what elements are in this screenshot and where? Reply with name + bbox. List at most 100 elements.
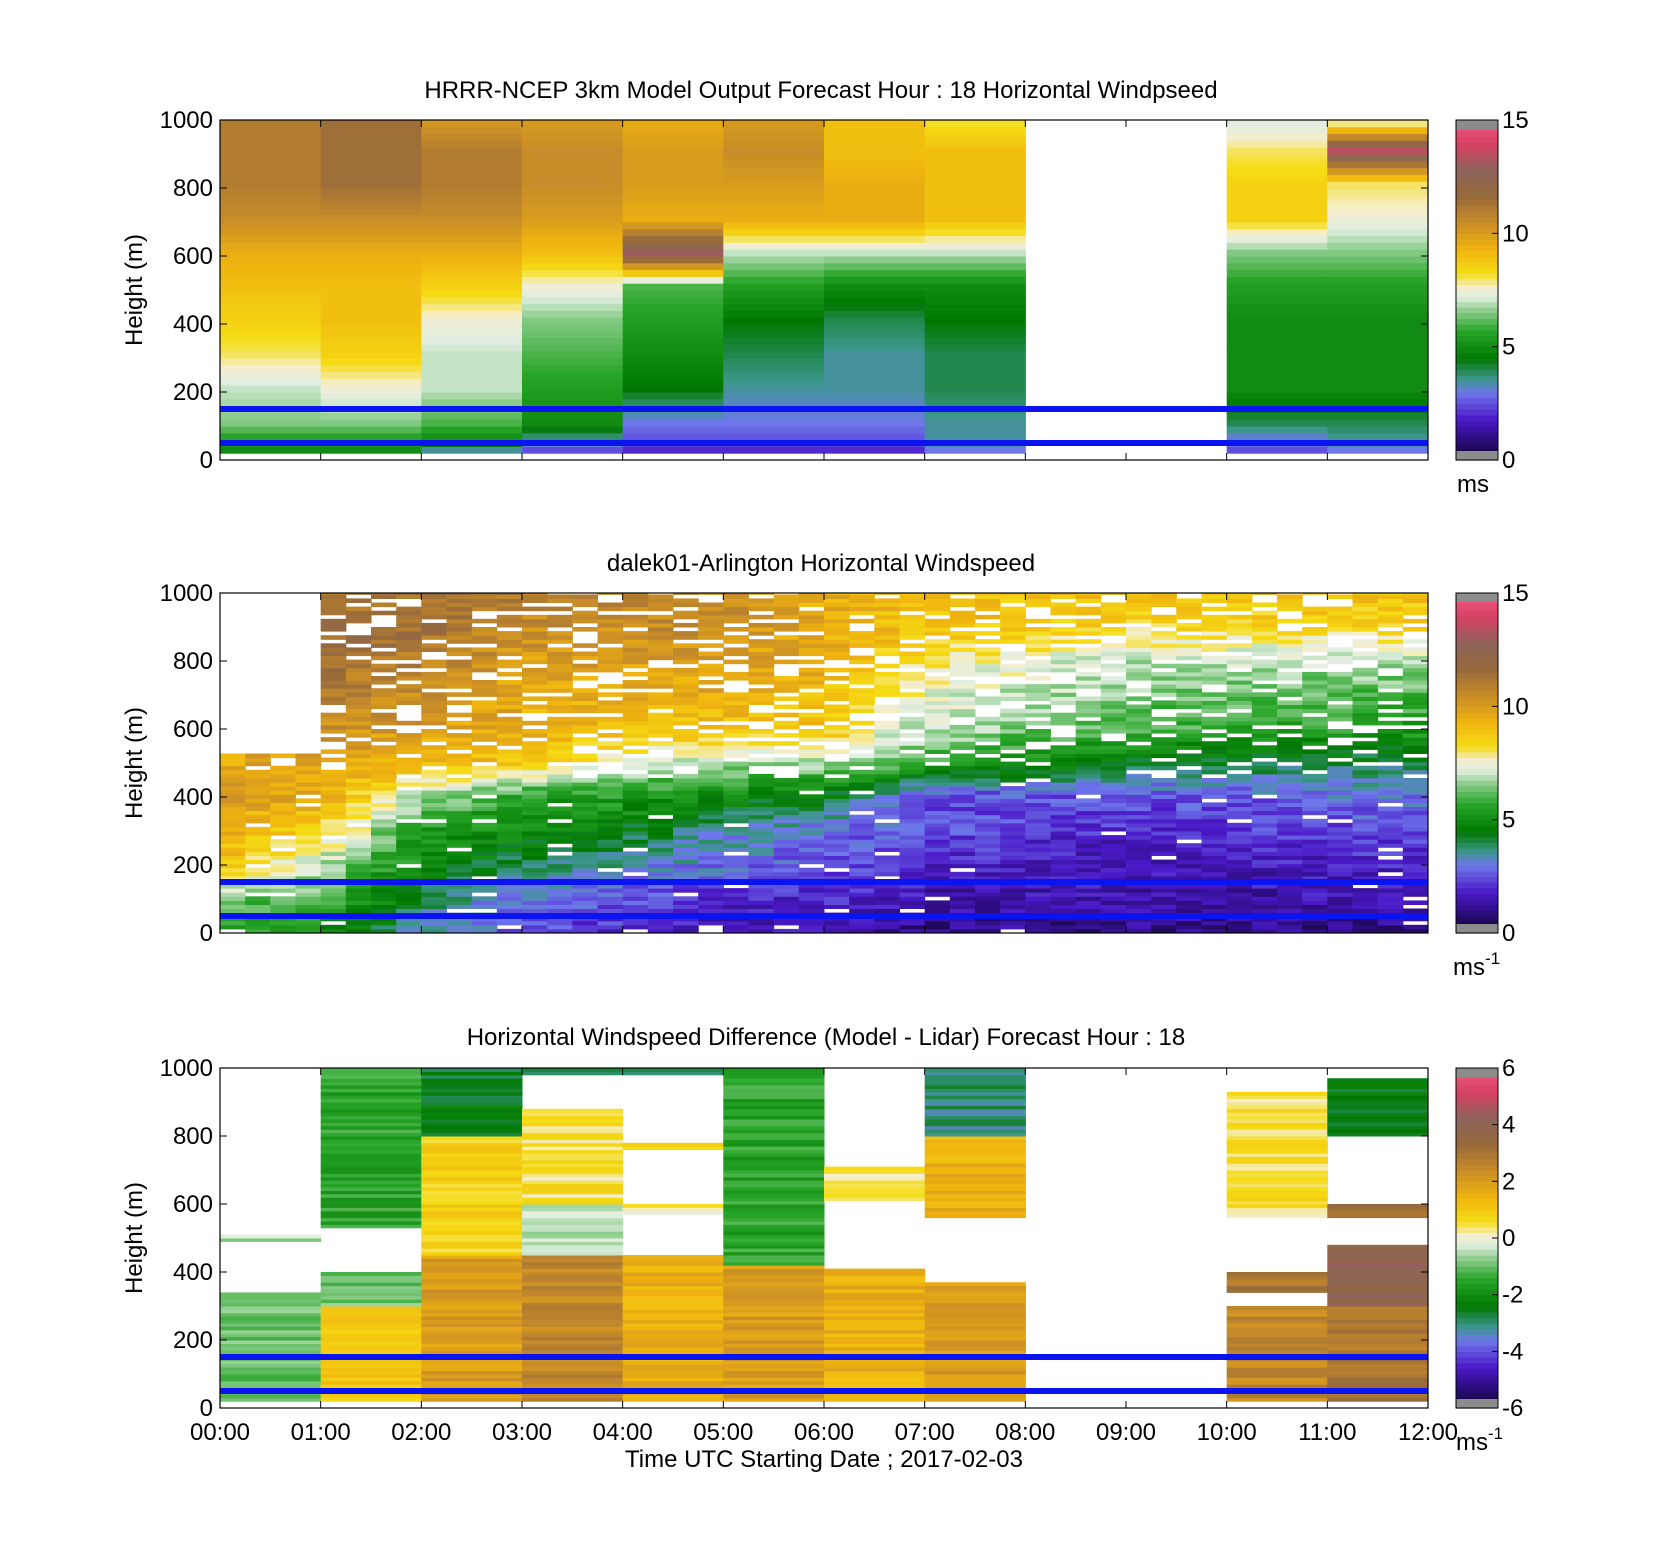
heatmap-cell: [773, 651, 800, 657]
heatmap-cell: [899, 676, 926, 681]
heatmap-cell: [723, 303, 825, 311]
heatmap-cell: [723, 1122, 825, 1127]
heatmap-cell: [1000, 614, 1026, 620]
heatmap-cell: [371, 704, 397, 710]
heatmap-cell: [597, 618, 624, 624]
heatmap-cell: [824, 655, 850, 661]
heatmap-cell: [1201, 749, 1228, 754]
heatmap-cell: [597, 684, 624, 689]
heatmap-cell: [1226, 1095, 1328, 1100]
heatmap-cell: [1226, 1183, 1328, 1188]
heatmap-cell: [1126, 924, 1152, 930]
heatmap-cell: [698, 606, 724, 612]
heatmap-cell: [849, 696, 875, 701]
heatmap-cell: [1327, 262, 1428, 271]
heatmap-cell: [1126, 810, 1152, 816]
heatmap-cell: [949, 684, 976, 689]
heatmap-cell: [522, 188, 624, 196]
heatmap-cell: [874, 798, 900, 803]
heatmap-cell: [496, 724, 523, 730]
heatmap-cell: [320, 1146, 422, 1151]
heatmap-cell: [421, 1085, 523, 1089]
heatmap-cell: [949, 659, 976, 665]
colorbar-swatch: [1456, 176, 1498, 183]
heatmap-cell: [396, 622, 422, 628]
colorbar-swatch: [1456, 1119, 1498, 1126]
heatmap-cell: [1075, 606, 1102, 612]
heatmap-cell: [647, 761, 674, 767]
heatmap-cell: [1201, 741, 1228, 746]
heatmap-cell: [773, 684, 800, 689]
heatmap-cell: [1226, 330, 1328, 339]
heatmap-cell: [1025, 859, 1051, 865]
heatmap-cell: [1100, 794, 1127, 799]
heatmap-cell: [723, 1129, 825, 1134]
heatmap-cell: [220, 924, 246, 930]
heatmap-cell: [320, 1397, 422, 1402]
heatmap-cell: [220, 884, 246, 889]
heatmap-cell: [824, 806, 850, 812]
difference-panel-title: Horizontal Windspeed Difference (Model -…: [467, 1024, 1186, 1051]
heatmap-cell: [1302, 676, 1328, 681]
heatmap-cell: [522, 859, 548, 865]
heatmap-cell: [622, 692, 649, 697]
heatmap-cell: [1075, 875, 1102, 881]
heatmap-cell: [622, 378, 724, 386]
heatmap-cell: [824, 303, 926, 311]
heatmap-cell: [522, 358, 624, 366]
heatmap-cell: [723, 120, 825, 128]
heatmap-cell: [522, 1295, 624, 1300]
heatmap-cell: [396, 831, 422, 836]
heatmap-cell: [1277, 871, 1303, 877]
heatmap-cell: [975, 720, 1001, 726]
heatmap-cell: [1201, 757, 1228, 763]
heatmap-cell: [421, 790, 447, 795]
heatmap-cell: [1100, 708, 1127, 714]
heatmap-cell: [1226, 398, 1328, 407]
heatmap-cell: [496, 643, 523, 648]
heatmap-cell: [1000, 708, 1026, 714]
heatmap-cell: [1327, 1394, 1428, 1399]
lidar-panel-title: dalek01-Arlington Horizontal Windspeed: [607, 550, 1035, 577]
heatmap-cell: [924, 290, 1026, 298]
heatmap-cell: [1352, 790, 1379, 795]
heatmap-cell: [1226, 154, 1328, 162]
heatmap-cell: [1000, 773, 1026, 779]
heatmap-cell: [1226, 235, 1328, 243]
heatmap-cell: [597, 778, 624, 783]
heatmap-cell: [1327, 610, 1353, 616]
heatmap-cell: [723, 598, 749, 603]
heatmap-cell: [1277, 822, 1303, 828]
heatmap-cell: [345, 920, 372, 926]
heatmap-cell: [1151, 716, 1177, 722]
heatmap-cell: [1226, 822, 1253, 828]
heatmap-cell: [446, 802, 473, 807]
heatmap-cell: [1100, 884, 1127, 889]
heatmap-cell: [421, 920, 447, 926]
heatmap-cell: [1201, 606, 1228, 612]
heatmap-cell: [924, 782, 951, 787]
heatmap-cell: [1327, 655, 1353, 661]
heatmap-cell: [1251, 859, 1278, 865]
colorbar-swatch: [1456, 859, 1498, 866]
heatmap-cell: [1352, 696, 1379, 701]
heatmap-cell: [1151, 892, 1177, 897]
x-tick-label: 04:00: [593, 1419, 653, 1446]
heatmap-cell: [572, 839, 598, 844]
heatmap-cell: [723, 700, 749, 705]
heatmap-cell: [421, 1238, 523, 1242]
colorbar-swatch: [1456, 148, 1498, 155]
heatmap-cell: [1226, 831, 1253, 836]
heatmap-cell: [949, 818, 976, 824]
heatmap-cell: [723, 1350, 825, 1355]
heatmap-cell: [345, 716, 372, 722]
heatmap-cell: [1126, 765, 1152, 771]
heatmap-cell: [1352, 863, 1379, 869]
heatmap-cell: [421, 1292, 523, 1297]
heatmap-cell: [1251, 593, 1278, 595]
heatmap-cell: [622, 1377, 724, 1382]
heatmap-cell: [748, 884, 775, 889]
heatmap-cell: [647, 745, 674, 750]
heatmap-cell: [522, 120, 624, 128]
heatmap-cell: [622, 174, 724, 182]
